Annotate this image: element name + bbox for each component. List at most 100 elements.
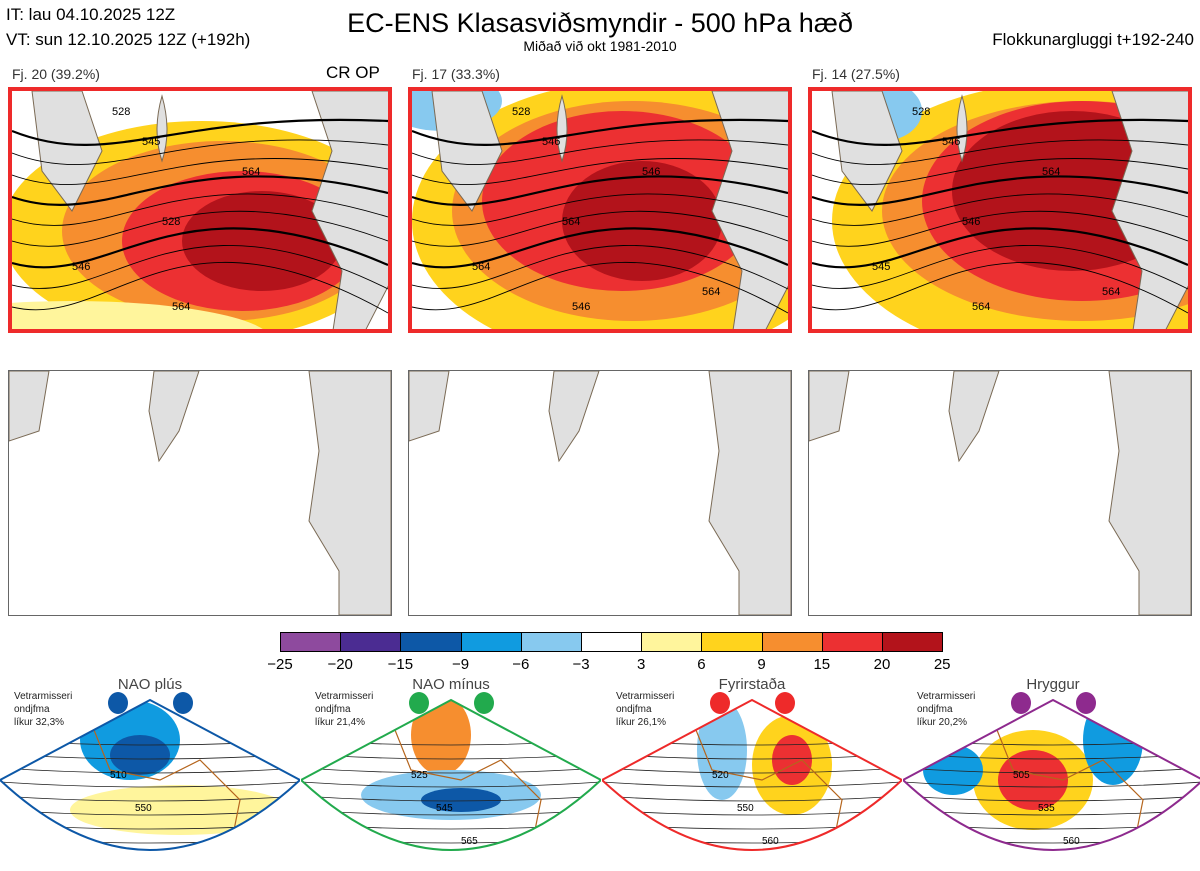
- regime-title: NAO plús: [117, 676, 183, 693]
- contour-label: 546: [542, 136, 561, 148]
- height-contour: [12, 261, 388, 314]
- height-contour: [812, 244, 1188, 290]
- height-contour: [903, 767, 1200, 774]
- colorbar-swatch: [641, 632, 703, 652]
- anomaly-area: [182, 191, 342, 291]
- height-contour: [12, 158, 388, 186]
- colorbar-swatch: [460, 632, 522, 652]
- coastline: [89, 719, 241, 850]
- regime-border: [901, 698, 1200, 851]
- colorbar-tick: −6: [512, 656, 530, 673]
- valid-time: VT: sun 12.10.2025 12Z (+192h): [6, 30, 251, 49]
- regime-border: [600, 698, 904, 851]
- contour-label: 564: [972, 301, 991, 313]
- colorbar-swatch: [400, 632, 462, 652]
- regime-note-line: Vetrarmisseri: [616, 691, 675, 702]
- anomaly-area: [772, 735, 812, 785]
- height-contour: [812, 118, 1188, 146]
- colorbar-tick: −20: [327, 656, 353, 673]
- regime-note-line: líkur 20,2%: [917, 717, 968, 728]
- cluster-map-2: 528 546 546 564 564 546 564: [408, 87, 792, 333]
- regime-marker: [173, 692, 193, 714]
- regime-note-line: ondjfma: [616, 704, 652, 715]
- colorbar-swatch: [821, 632, 883, 652]
- page-title: EC-ENS Klasasviðsmyndir - 500 hPa hæð: [347, 8, 853, 38]
- height-contour: [12, 139, 388, 165]
- height-contour: [12, 193, 388, 226]
- contour-label: 546: [572, 301, 591, 313]
- contour-label: 560: [762, 836, 779, 847]
- contour-label: 528: [162, 216, 181, 228]
- regime-3: Fyrirstaða Vetrarmisseri ondjfma líkur 26,1…: [600, 676, 904, 871]
- contour-label: 528: [512, 106, 531, 118]
- anomaly-area: [70, 785, 290, 835]
- contour-label: 545: [872, 261, 891, 273]
- cluster-2-label: Fj. 17 (33.3%): [412, 66, 500, 82]
- contour-label: 560: [1063, 836, 1080, 847]
- height-contour: [12, 210, 388, 247]
- regime-note-line: ondjfma: [14, 704, 50, 715]
- colorbar-swatch: [701, 632, 763, 652]
- regime-marker: [108, 692, 128, 714]
- contour-label: 528: [112, 106, 131, 118]
- contour-label: 505: [1013, 770, 1030, 781]
- contour-label: 564: [1042, 166, 1061, 178]
- height-contour: [412, 118, 788, 146]
- classification-window: Flokkunargluggi t+192-240: [992, 30, 1194, 49]
- height-contour: [812, 158, 1188, 186]
- height-contour: [412, 158, 788, 186]
- regime-marker: [409, 692, 429, 714]
- height-contour: [812, 175, 1188, 206]
- regime-title: NAO mínus: [412, 676, 490, 693]
- regime-note: Vetrarmisseri ondjfma líkur 26,1%: [616, 690, 674, 729]
- anomaly-area: [12, 301, 263, 329]
- regime-note-line: Vetrarmisseri: [315, 691, 374, 702]
- height-contour: [812, 193, 1188, 226]
- colorbar-tick: 15: [813, 656, 831, 673]
- anomaly-area: [998, 750, 1068, 810]
- contour-label: 520: [712, 770, 729, 781]
- regime-2: NAO mínus Vetrarmisseri ondjfma líkur 21,4%…: [299, 676, 603, 871]
- contour-label: 510: [110, 770, 127, 781]
- contour-label: 546: [962, 216, 981, 228]
- height-contour: [812, 261, 1188, 314]
- regime-marker: [710, 692, 730, 714]
- height-contour: [301, 781, 601, 788]
- height-contour: [903, 781, 1200, 788]
- contour-label: 564: [242, 166, 261, 178]
- height-contour: [412, 261, 788, 314]
- height-contour: [412, 227, 788, 269]
- colorbar-tick: 6: [697, 656, 706, 673]
- height-contour: [412, 244, 788, 290]
- height-contour: [602, 781, 902, 788]
- contour-label: 564: [702, 286, 721, 298]
- colorbar-swatch: [280, 632, 342, 652]
- colorbar-tick: 3: [637, 656, 646, 673]
- contour-label: 546: [72, 261, 91, 273]
- contour-label: 550: [737, 803, 754, 814]
- regime-note-line: ondjfma: [917, 704, 953, 715]
- height-contour: [812, 210, 1188, 247]
- height-contour: [903, 795, 1200, 802]
- colorbar-swatch: [520, 632, 582, 652]
- contour-label: 546: [642, 166, 661, 178]
- regime-note-line: líkur 26,1%: [616, 717, 667, 728]
- height-contour: [0, 781, 300, 788]
- contour-label: 546: [942, 136, 961, 148]
- cluster-map-1: 528 545 564 528 546 564: [8, 87, 392, 333]
- coastline: [390, 719, 542, 850]
- init-time: IT: lau 04.10.2025 12Z: [6, 5, 176, 24]
- height-contour: [602, 767, 902, 774]
- height-contour: [301, 795, 601, 802]
- contour-label: 564: [1102, 286, 1121, 298]
- contour-label: 545: [436, 803, 453, 814]
- regime-marker: [775, 692, 795, 714]
- regime-note-line: líkur 32,3%: [14, 717, 65, 728]
- height-contour: [602, 795, 902, 802]
- contour-label: 525: [411, 770, 428, 781]
- regime-marker: [1076, 692, 1096, 714]
- regime-note-line: Vetrarmisseri: [917, 691, 976, 702]
- colorbar-swatch: [581, 632, 643, 652]
- height-contour: [412, 210, 788, 247]
- regime-note: Vetrarmisseri ondjfma líkur 32,3%: [14, 690, 72, 729]
